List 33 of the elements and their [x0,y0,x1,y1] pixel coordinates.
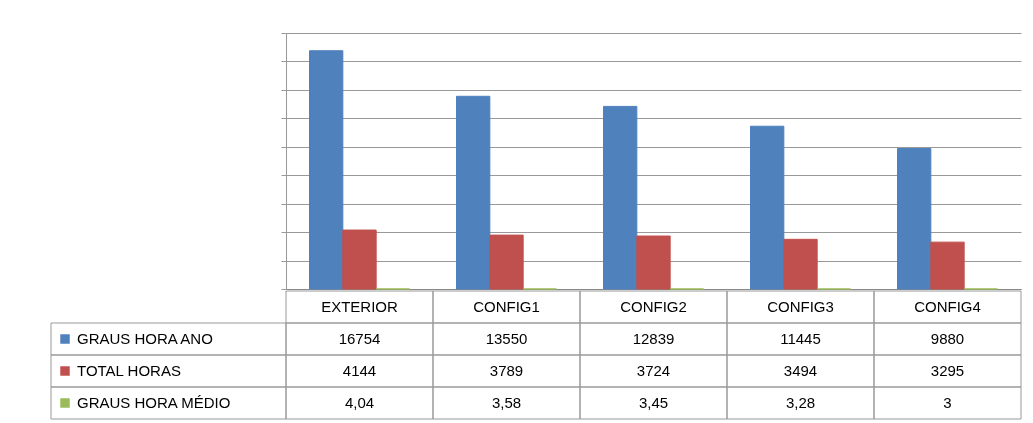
legend-label: GRAUS HORA ANO [77,330,213,347]
data-label: 3494 [783,362,818,379]
bar [603,105,638,290]
bar [930,241,965,290]
x-tick-label: CONFIG1 [473,298,540,315]
bar [456,95,491,290]
x-tick-label: EXTERIOR [321,298,398,315]
data-label: 13550 [485,330,528,347]
data-label: 9880 [930,330,965,347]
bar [783,238,818,290]
data-label: 11445 [780,330,821,347]
data-label: 3,45 [638,394,669,411]
data-label: 3,58 [491,394,522,411]
data-label: 16754 [338,330,381,347]
data-label: 3 [943,394,952,411]
legend-label: GRAUS HORA MÉDIO [77,394,231,411]
x-tick-label: CONFIG2 [620,298,687,315]
data-label: 4,04 [344,394,375,411]
data-label: 3295 [930,362,965,379]
legend-label: TOTAL HORAS [77,362,181,379]
data-label: 12839 [632,330,675,347]
bar [897,147,932,290]
data-label: 4144 [342,362,377,379]
data-label: 3724 [636,362,671,379]
bar [309,50,344,290]
bar [342,229,377,290]
x-tick-label: CONFIG4 [914,298,981,315]
data-label: 3,28 [785,394,816,411]
x-tick-label: CONFIG3 [767,298,834,315]
bar [636,235,671,290]
data-label: 3789 [489,362,524,379]
bar [750,125,785,290]
bar [489,234,524,290]
